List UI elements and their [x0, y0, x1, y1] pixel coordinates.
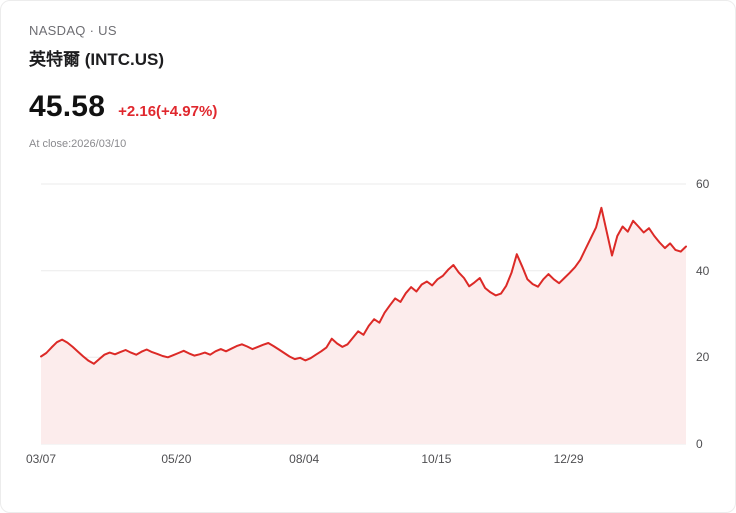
x-axis-tick-label: 12/29	[553, 452, 584, 466]
price-chart[interactable]: 60 40 20 0 03/07 05/20 08/04 10/15 12/29	[26, 177, 709, 466]
x-axis-tick-label: 10/15	[421, 452, 452, 466]
x-axis-labels: 03/07 05/20 08/04 10/15 12/29	[26, 452, 686, 470]
y-axis-labels: 60 40 20 0	[696, 177, 730, 451]
chart-svg	[40, 183, 687, 445]
y-axis-tick-label: 40	[696, 263, 710, 278]
x-axis-tick-label: 05/20	[161, 452, 192, 466]
stock-price: 45.58	[29, 90, 106, 123]
x-axis-tick-label: 03/07	[25, 452, 57, 466]
stock-name: 英特爾 (INTC.US)	[29, 50, 165, 69]
quote-header: NASDAQ · US 英特爾 (INTC.US) 45.58 +2.16(+4…	[1, 1, 735, 150]
y-axis-tick-label: 20	[696, 350, 710, 365]
price-change: +2.16(+4.97%)	[118, 103, 218, 120]
x-axis-tick-label: 08/04	[289, 452, 320, 466]
y-axis-tick-label: 0	[696, 437, 703, 451]
price-line	[40, 206, 687, 365]
price-row: 45.58 +2.16(+4.97%)	[29, 90, 707, 124]
y-axis-tick-label: 60	[696, 177, 710, 191]
price-area-fill	[41, 207, 686, 444]
exchange-label: NASDAQ · US	[29, 23, 117, 38]
as-of-timestamp: At close:2026/03/10	[29, 138, 127, 150]
